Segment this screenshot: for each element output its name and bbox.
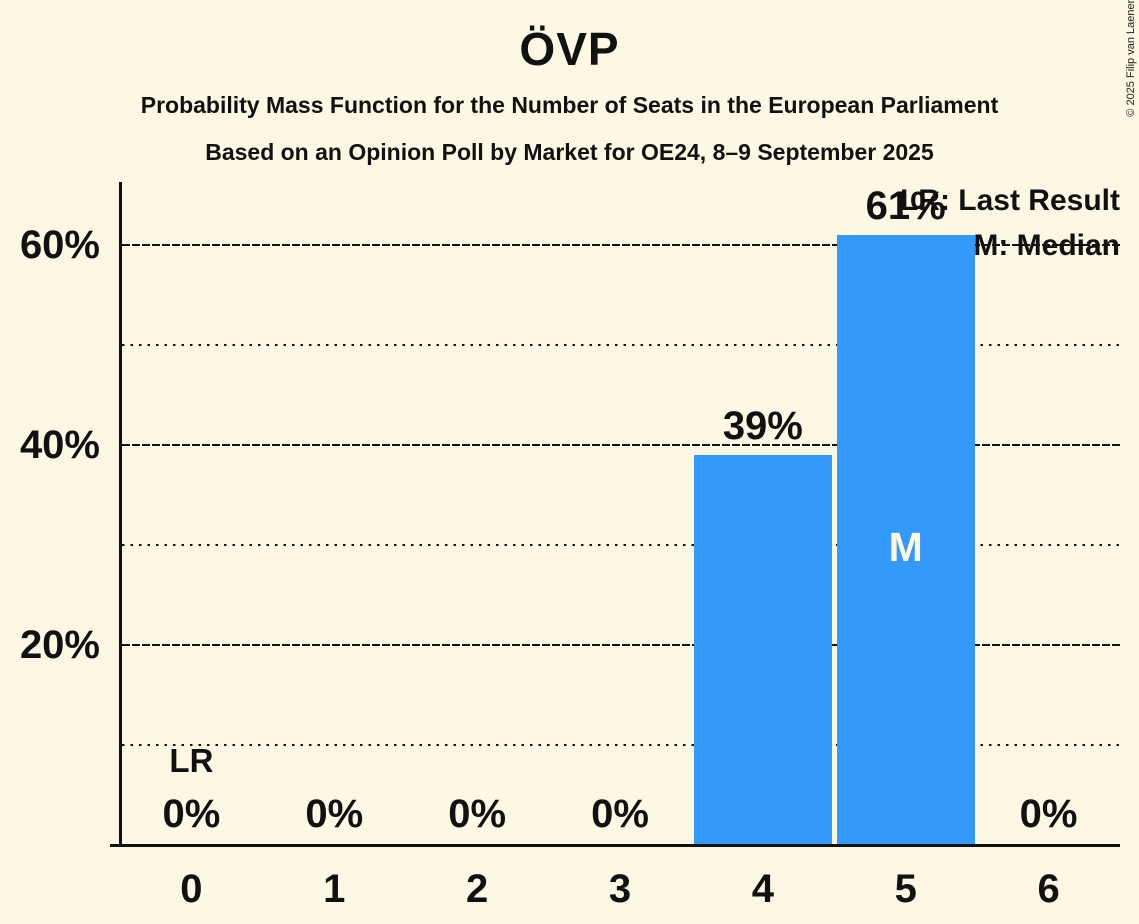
x-tick-label-5: 5 (894, 867, 917, 911)
gridline-minor-30 (122, 544, 1120, 546)
x-tick-label-6: 6 (1037, 867, 1060, 911)
y-axis-line (119, 182, 122, 847)
x-tick-label-3: 3 (608, 867, 632, 911)
gridline-major-20 (122, 644, 1120, 646)
gridline-minor-50 (122, 344, 1120, 346)
copyright-notice: © 2025 Filip van Laenen (1125, 0, 1137, 117)
value-label-seat-3: 0% (591, 792, 649, 836)
value-label-seat-1: 0% (305, 792, 364, 836)
x-tick-label-0: 0 (180, 867, 203, 911)
bar-seat-5 (836, 235, 975, 844)
gridline-major-40 (122, 444, 1120, 446)
x-tick-label-4: 4 (751, 867, 774, 911)
legend-last-result: LR: Last Result (899, 184, 1120, 217)
bar-seat-4 (693, 455, 832, 844)
value-label-seat-2: 0% (448, 792, 507, 836)
y-tick-label-40: 40% (19, 423, 100, 467)
value-label-seat-5: 61% (865, 184, 946, 228)
legend-median: M: Median (973, 229, 1120, 262)
median-marker: M (888, 524, 923, 570)
x-tick-label-1: 1 (323, 867, 346, 911)
chart-subtitle-poll-info: Based on an Opinion Poll by Market for O… (205, 139, 934, 165)
y-tick-label-20: 20% (19, 623, 100, 667)
gridline-minor-10 (122, 744, 1120, 746)
x-axis-line (110, 844, 1120, 847)
chart-subtitle: Probability Mass Function for the Number… (140, 92, 999, 118)
value-label-seat-4: 39% (722, 404, 803, 448)
chart-title: ÖVP (519, 23, 620, 75)
value-label-seat-0: 0% (162, 792, 221, 836)
last-result-marker: LR (169, 742, 214, 779)
gridline-major-60 (122, 244, 1120, 246)
value-label-seat-6: 0% (1019, 792, 1078, 836)
y-tick-label-60: 60% (19, 223, 100, 267)
x-tick-label-2: 2 (466, 867, 489, 911)
